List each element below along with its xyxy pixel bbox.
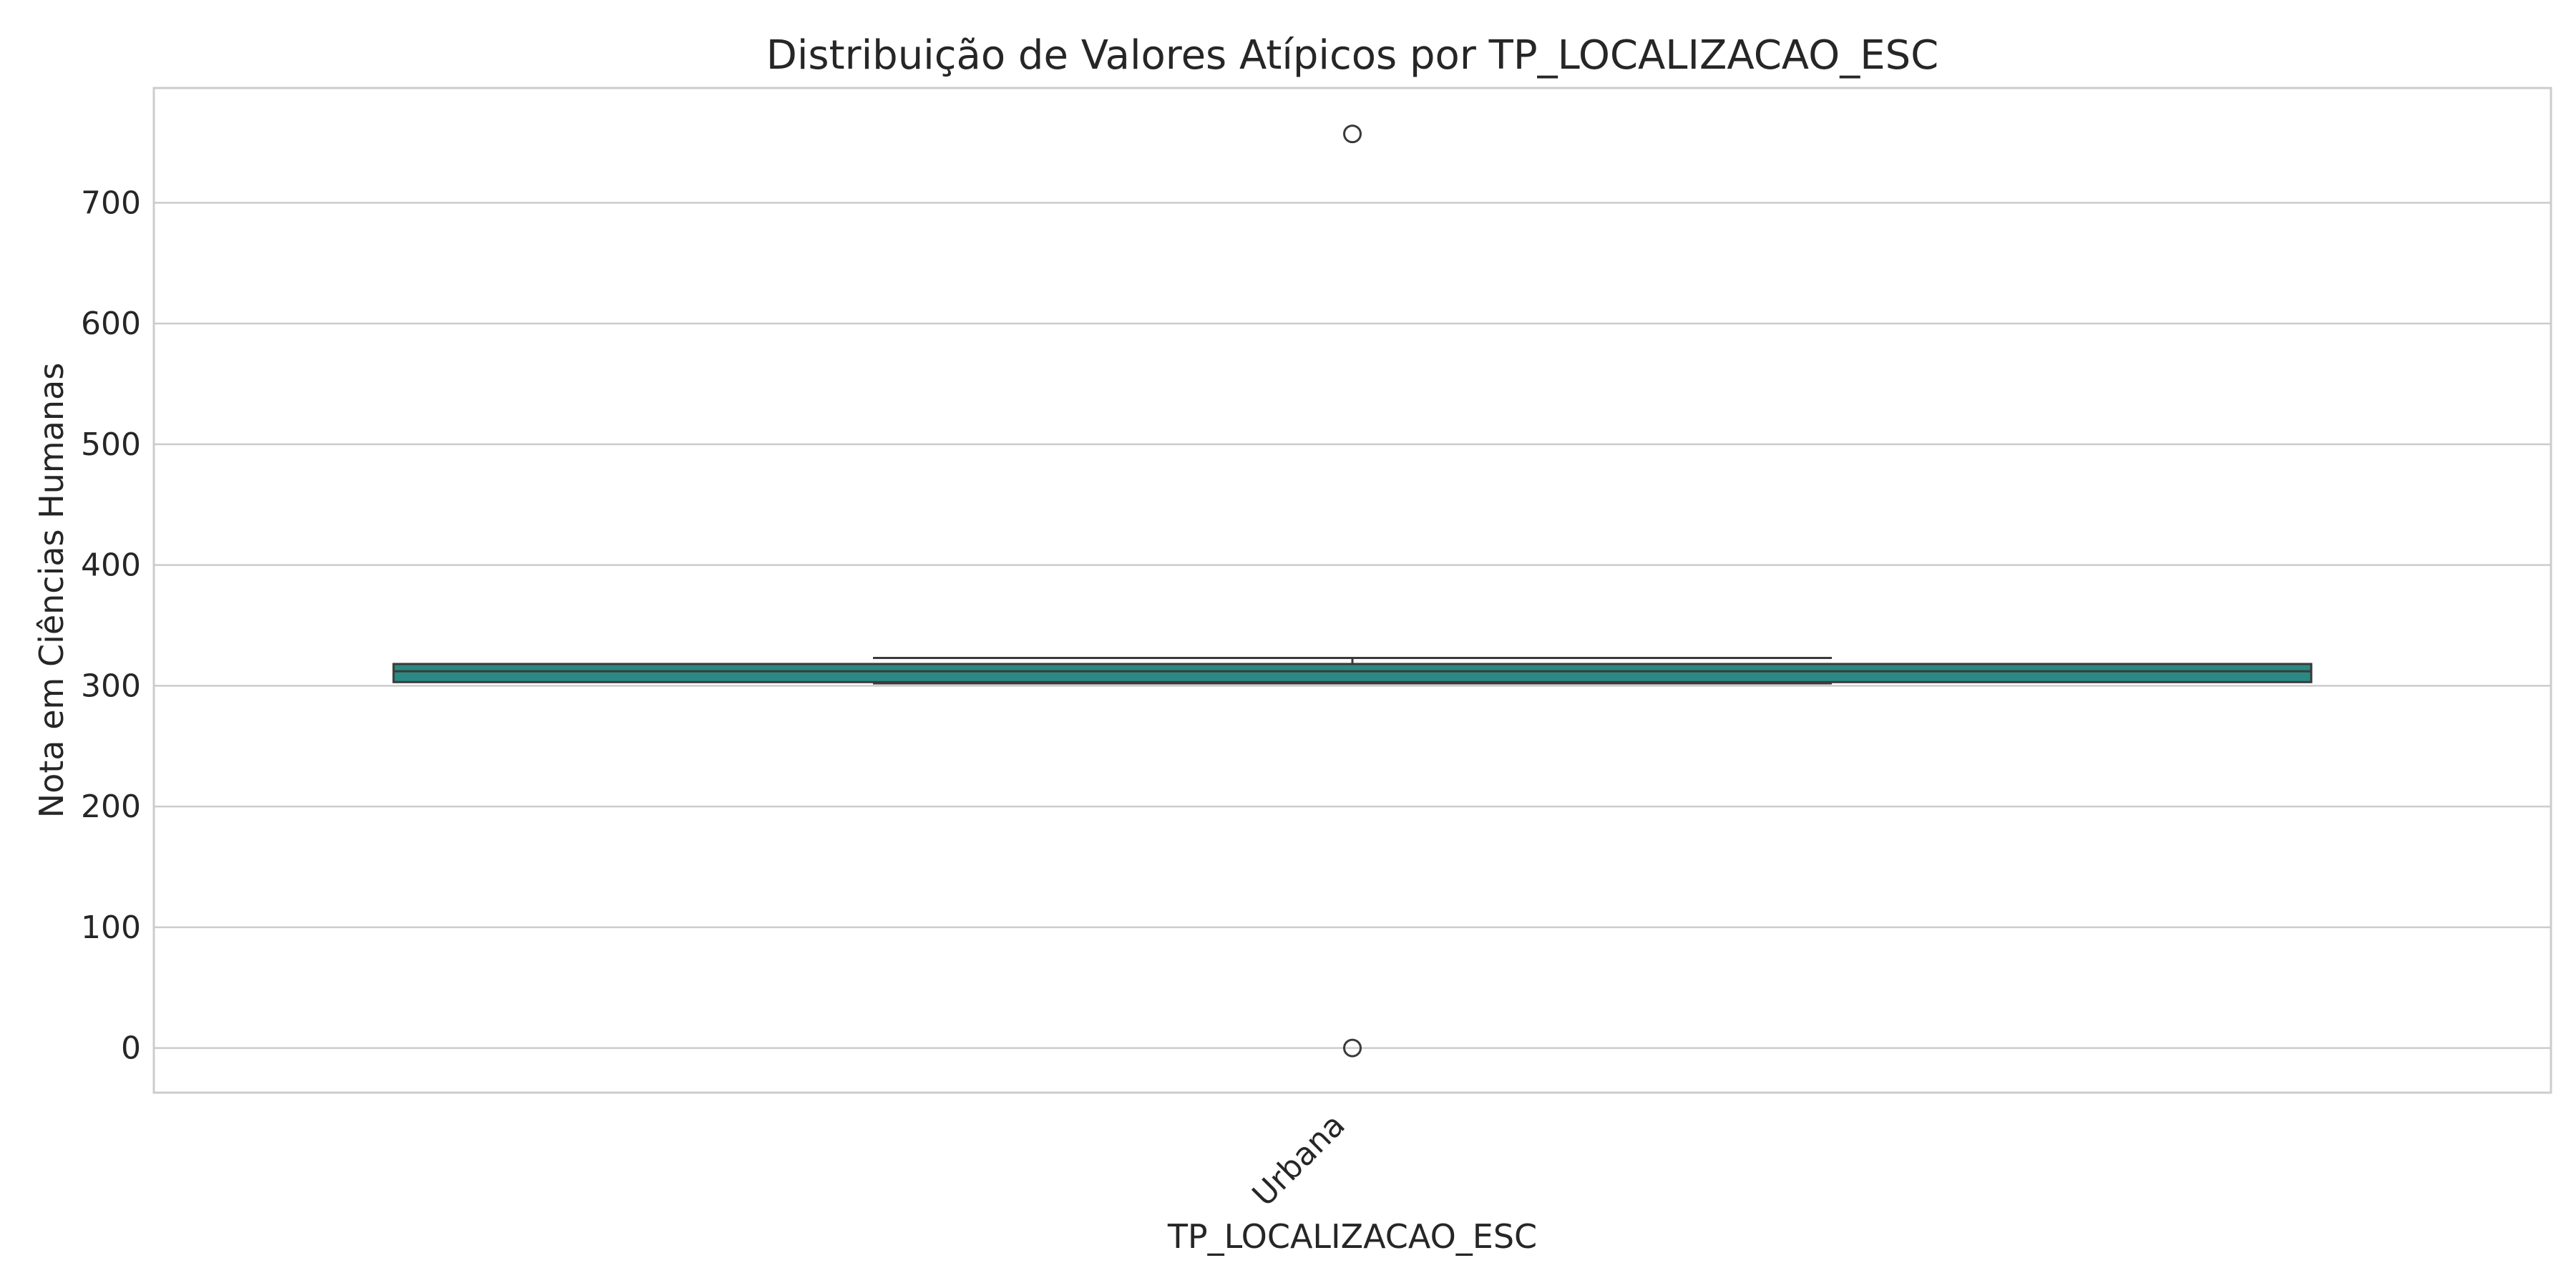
outlier-point-0 [1343, 125, 1362, 144]
chart-title: Distribuição de Valores Atípicos por TP_… [766, 32, 1939, 79]
y-tick-label-200: 200 [81, 789, 141, 825]
y-tick-label-100: 100 [81, 909, 141, 946]
box-plot-layer [392, 125, 2313, 1058]
x-tick-labels: Urbana [1246, 1107, 1352, 1214]
y-tick-label-300: 300 [81, 668, 141, 704]
y-tick-label-400: 400 [81, 547, 141, 584]
plot-frame [152, 87, 2552, 1094]
x-axis-label: TP_LOCALIZACAO_ESC [1167, 1217, 1537, 1256]
y-tick-labels: 0 100 200 300 400 500 600 700 [81, 185, 141, 1066]
grid-layer [154, 202, 2551, 1049]
y-tick-label-0: 0 [121, 1030, 141, 1067]
box-group-urbana [392, 125, 2313, 1058]
y-tick-label-500: 500 [81, 426, 141, 463]
y-axis-label: Nota em Ciências Humanas [32, 363, 71, 818]
x-tick-label-urbana: Urbana [1246, 1107, 1352, 1214]
iqr-box [392, 663, 2313, 683]
y-tick-label-600: 600 [81, 306, 141, 342]
y-tick-label-700: 700 [81, 185, 141, 221]
outlier-point-1 [1343, 1038, 1362, 1058]
